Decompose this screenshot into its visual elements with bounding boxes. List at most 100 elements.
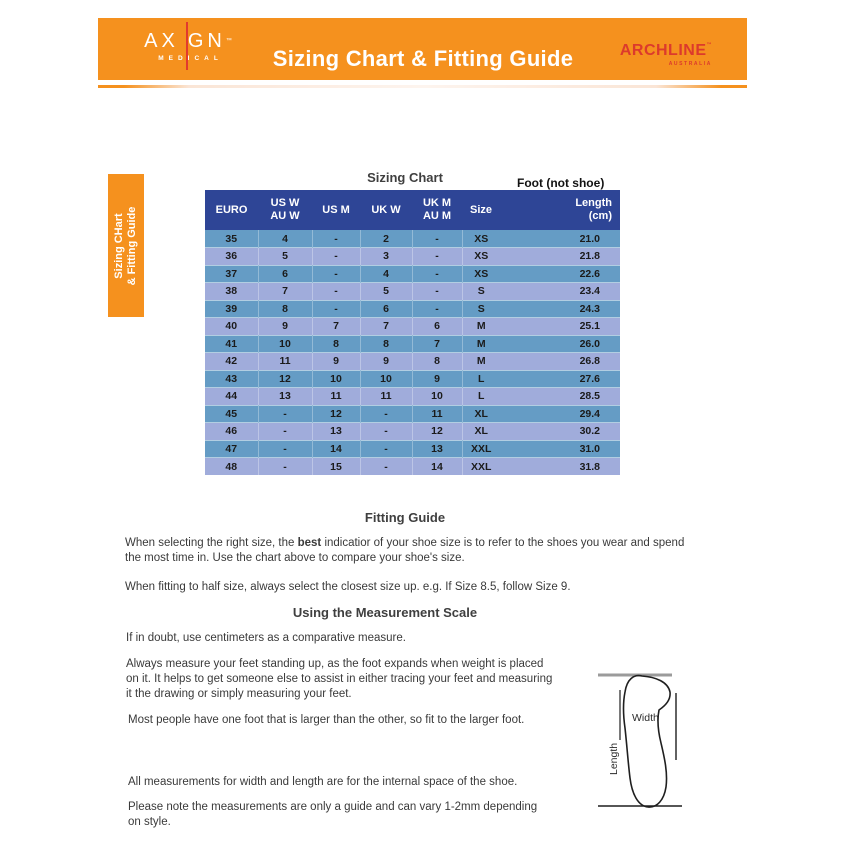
fitting-paragraph-2: When fitting to half size, always select… — [125, 581, 571, 593]
table-cell: 13 — [312, 422, 361, 440]
table-row: 37 6-4- XS 22.6 — [205, 264, 620, 283]
table-cell: 31.0 — [500, 439, 620, 458]
measurement-paragraph-2: Always measure your feet standing up, as… — [126, 658, 553, 700]
table-cell: - — [258, 457, 313, 475]
axign-wordmark-left: AX — [144, 30, 179, 52]
table-cell: 11 — [312, 387, 361, 405]
banner-underline — [98, 85, 747, 88]
sizing-table-body: 35 4-2- XS 21.0 36 5-3- XS 21.8 37 6-4- XS 22.6 38 7-… — [205, 230, 620, 475]
table-cell: - — [258, 404, 313, 423]
table-cell: 21.0 — [500, 230, 620, 248]
table-cell: 23.4 — [500, 282, 620, 300]
table-cell: 13 — [258, 387, 313, 405]
table-cell: XL — [462, 422, 500, 440]
paragraph-text: indicatior of your shoe size is to refer… — [125, 537, 685, 564]
table-cell: 39 — [205, 299, 259, 318]
table-cell: - — [360, 439, 413, 458]
table-row: 35 4-2- XS 21.0 — [205, 230, 620, 248]
column-header: US M — [312, 190, 360, 230]
table-cell: 47 — [205, 439, 259, 458]
table-cell: 5 — [258, 247, 313, 265]
table-row: 41 10 8 8 7 M 26.0 — [205, 334, 620, 353]
table-row: 43 12 10 10 9 L 27.6 — [205, 369, 620, 388]
table-cell: - — [412, 264, 463, 283]
table-cell: 11 — [360, 387, 413, 405]
archline-text: ARCHLINE — [619, 42, 707, 59]
table-cell: 9 — [312, 352, 361, 370]
table-cell: 37 — [205, 264, 259, 283]
archline-logo: ARCHLINE™ AUSTRALIA — [610, 42, 712, 67]
table-cell: 11 — [412, 404, 463, 423]
table-cell: - — [312, 282, 361, 300]
table-cell: 21.8 — [500, 247, 620, 265]
table-cell: 29.4 — [500, 404, 620, 423]
foot-not-shoe-label: Foot (not shoe) — [517, 176, 605, 190]
table-cell: 24.3 — [500, 299, 620, 318]
table-cell: 13 — [412, 439, 463, 458]
table-cell: 15 — [312, 457, 361, 475]
table-cell: M — [462, 352, 500, 370]
table-cell: - — [412, 247, 463, 265]
table-cell: 12 — [258, 369, 313, 388]
table-cell: 36 — [205, 247, 259, 265]
table-row: 39 8-6- S 24.3 — [205, 299, 620, 318]
table-row: 48-15-14 XXL 31.8 — [205, 457, 620, 475]
table-cell: 7 — [412, 334, 463, 353]
table-row: 40 9 7 7 6 M 25.1 — [205, 317, 620, 335]
table-cell: 8 — [412, 352, 463, 370]
table-cell: 6 — [258, 264, 313, 283]
foot-measurement-diagram: Width Length — [598, 673, 682, 808]
measurement-scale-title: Using the Measurement Scale — [292, 605, 478, 620]
table-row: 42 11 9 9 8 M 26.8 — [205, 352, 620, 370]
table-row: 45-12-11 XL 29.4 — [205, 404, 620, 423]
table-cell: 43 — [205, 369, 259, 388]
table-cell: 10 — [412, 387, 463, 405]
table-cell: S — [462, 299, 500, 318]
table-cell: 22.6 — [500, 264, 620, 283]
table-cell: - — [312, 230, 361, 248]
axign-medical-label: MEDICAL — [158, 55, 223, 62]
archline-wordmark: ARCHLINE™ — [610, 42, 712, 60]
table-cell: 48 — [205, 457, 259, 475]
table-cell: - — [412, 299, 463, 318]
table-cell: S — [462, 282, 500, 300]
paragraph-text: When selecting the right size, the — [125, 537, 298, 549]
column-header: EURO — [205, 190, 258, 230]
axign-red-line-icon — [186, 22, 188, 70]
side-tab: Sizing CHart & Fitting Guide — [108, 174, 144, 317]
table-cell: 41 — [205, 334, 259, 353]
axign-logo: AX GN™ MEDICAL — [128, 22, 248, 70]
foot-outline — [622, 674, 671, 808]
table-row: 46-13-12 XL 30.2 — [205, 422, 620, 440]
axign-wordmark: AX GN™ — [128, 22, 248, 70]
table-cell: 7 — [360, 317, 413, 335]
table-cell: M — [462, 317, 500, 335]
table-cell: 4 — [258, 230, 313, 248]
table-cell: 35 — [205, 230, 259, 248]
side-tab-label: Sizing CHart & Fitting Guide — [113, 206, 138, 285]
table-cell: 27.6 — [500, 369, 620, 388]
table-cell: 38 — [205, 282, 259, 300]
table-cell: 4 — [360, 264, 413, 283]
table-cell: 25.1 — [500, 317, 620, 335]
column-header: UK W — [360, 190, 412, 230]
table-cell: 11 — [258, 352, 313, 370]
table-cell: 40 — [205, 317, 259, 335]
table-cell: 7 — [312, 317, 361, 335]
table-cell: 14 — [312, 439, 361, 458]
archline-australia-label: AUSTRALIA — [668, 61, 712, 67]
table-cell: 42 — [205, 352, 259, 370]
table-cell: - — [312, 264, 361, 283]
page-title: Sizing Chart & Fitting Guide — [272, 46, 574, 71]
sizing-table-head-row: EURO US W AU W US M UK W UK M AU M Size Length (c… — [205, 190, 620, 230]
table-cell: M — [462, 334, 500, 353]
table-cell: - — [412, 282, 463, 300]
table-cell: 46 — [205, 422, 259, 440]
table-cell: - — [312, 247, 361, 265]
table-cell: 5 — [360, 282, 413, 300]
table-cell: XXL — [462, 439, 500, 458]
table-cell: 7 — [258, 282, 313, 300]
table-cell: 28.5 — [500, 387, 620, 405]
table-cell: - — [360, 457, 413, 475]
